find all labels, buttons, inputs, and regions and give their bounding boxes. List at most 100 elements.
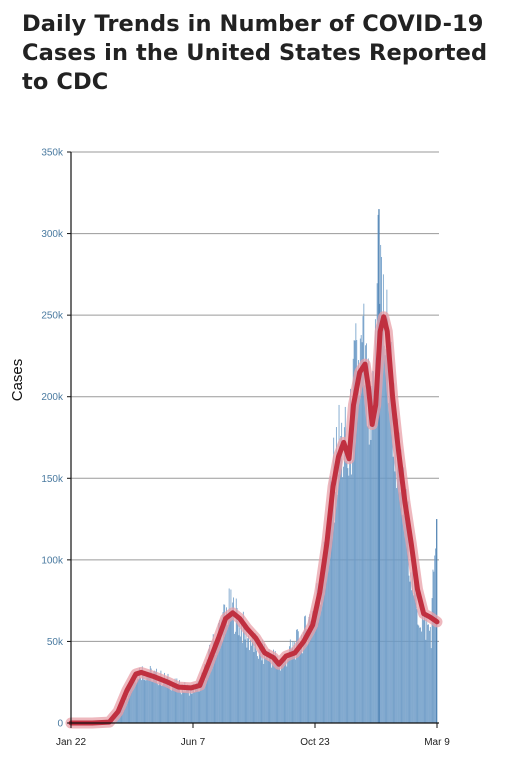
bar (296, 629, 297, 723)
bar (337, 474, 339, 723)
bar (250, 639, 251, 723)
bar (376, 283, 378, 723)
bar (318, 603, 320, 723)
bar (289, 646, 290, 723)
bar (396, 488, 398, 723)
y-tick-label: 150k (41, 474, 64, 485)
bar (148, 674, 150, 723)
chart-title: Daily Trends in Number of COVID-19 Cases… (22, 11, 488, 95)
bar (366, 343, 367, 723)
bar (258, 642, 260, 723)
bar (250, 645, 252, 723)
y-tick-labels: 0 50k 100k 150k 200k 250k 300k 350k (41, 148, 64, 730)
bar (384, 355, 386, 723)
bar (218, 623, 219, 723)
bar (358, 360, 359, 723)
bar (327, 542, 328, 723)
bar (364, 385, 366, 723)
bar (233, 597, 234, 723)
bar (208, 649, 210, 723)
bar (306, 644, 308, 723)
bar (380, 244, 382, 723)
bar (351, 474, 352, 723)
bar (147, 673, 149, 723)
bar (168, 686, 170, 723)
x-tick-labels: Jan 22 Jun 7 Oct 23 Mar 9 (56, 737, 450, 748)
bar (194, 692, 195, 723)
bar (296, 629, 298, 723)
bar (216, 647, 218, 723)
bar (359, 395, 360, 723)
bar (214, 654, 216, 723)
bar (265, 651, 267, 723)
bar (193, 683, 195, 723)
bar (165, 679, 167, 723)
bar (276, 655, 278, 723)
bar (180, 692, 181, 723)
bar (185, 691, 187, 723)
bar (260, 649, 262, 723)
bar (301, 634, 303, 723)
bar (399, 492, 401, 723)
bar (363, 303, 365, 723)
bar (207, 661, 209, 723)
bar (154, 670, 156, 723)
bar (374, 409, 375, 723)
bar (316, 583, 318, 723)
bar (343, 466, 344, 723)
bar (339, 446, 341, 723)
bar (195, 688, 196, 723)
bar (195, 683, 197, 723)
bar (388, 403, 390, 723)
bar (252, 639, 254, 723)
bar (203, 663, 205, 723)
bar (389, 383, 390, 723)
bar (254, 634, 256, 723)
bar (390, 341, 392, 723)
bar (427, 624, 429, 723)
bar (126, 698, 128, 723)
bar (136, 679, 138, 723)
bar (368, 444, 370, 723)
x-tick-label: Mar 9 (424, 737, 450, 748)
bar (333, 437, 335, 723)
bar (341, 422, 343, 723)
bar (350, 388, 351, 723)
bar (191, 693, 193, 723)
bar (161, 685, 163, 723)
bar (411, 590, 413, 723)
bar (177, 689, 179, 723)
bar (202, 675, 203, 723)
bar (283, 655, 285, 723)
bar (264, 643, 265, 723)
bar (433, 571, 435, 723)
average-line (68, 314, 440, 726)
bar (335, 491, 336, 723)
bar (418, 625, 420, 723)
bar (243, 626, 245, 723)
y-tick-label: 350k (41, 148, 64, 159)
bar (141, 680, 142, 723)
bar (308, 617, 310, 723)
bar (322, 580, 324, 723)
bar (393, 383, 395, 723)
bar (196, 682, 198, 723)
bar (423, 610, 425, 723)
bar (356, 340, 358, 723)
bar (390, 393, 391, 723)
bar (334, 522, 335, 723)
bar (174, 678, 176, 723)
bar (353, 340, 355, 723)
bar (428, 624, 429, 723)
bar (330, 481, 332, 723)
bar (235, 598, 237, 723)
bar (170, 689, 172, 723)
bar (234, 631, 236, 723)
bar (387, 318, 389, 723)
bar (133, 675, 135, 723)
bar (294, 642, 296, 723)
bar (265, 657, 266, 723)
bar (378, 209, 380, 724)
bar (266, 655, 268, 723)
